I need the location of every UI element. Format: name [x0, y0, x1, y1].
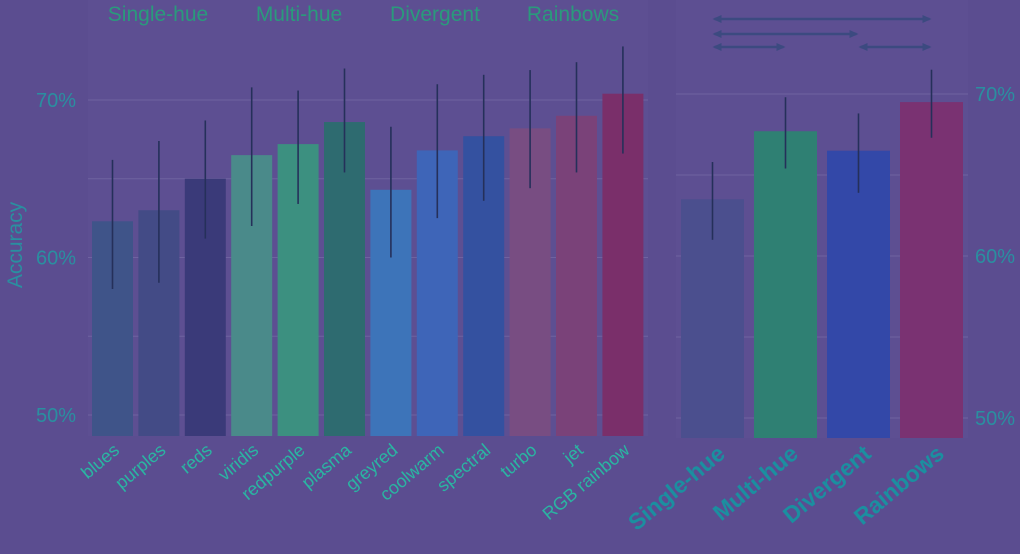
y-tick-label-right: 50% [975, 408, 1015, 430]
bar-divergent [827, 150, 890, 438]
y-tick-label-right: 60% [975, 246, 1015, 268]
group-label: Single-hue [108, 3, 208, 26]
y-tick-label: 50% [36, 405, 76, 427]
bar-rainbows [900, 102, 963, 438]
y-tick-label: 60% [36, 248, 76, 270]
comparison-arrow [712, 30, 859, 38]
group-label: Divergent [390, 3, 480, 26]
bar-plasma [324, 122, 365, 437]
bar-multi-hue [754, 131, 817, 438]
y-tick-label-right: 70% [975, 84, 1015, 106]
y-axis-label: Accuracy [4, 201, 27, 288]
group-label: Rainbows [527, 3, 619, 26]
left-plot-area [88, 0, 648, 436]
comparison-arrow [858, 43, 932, 51]
group-label: Multi-hue [256, 3, 342, 26]
comparison-arrow [712, 43, 786, 51]
y-tick-label: 70% [36, 90, 76, 112]
comparison-arrow [712, 15, 932, 23]
